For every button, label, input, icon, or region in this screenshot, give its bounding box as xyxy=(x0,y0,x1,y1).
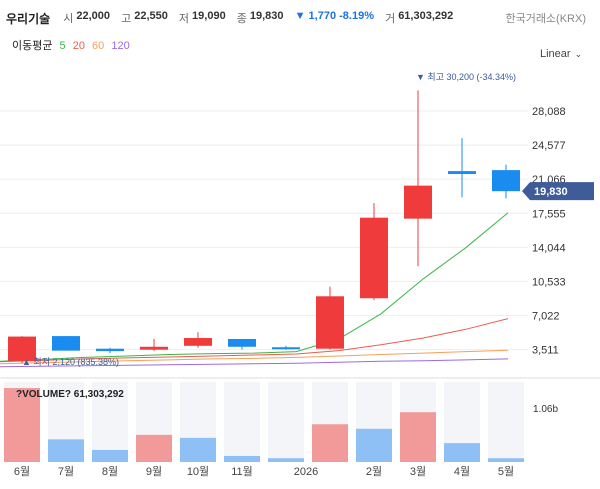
chevron-down-icon: ⌄ xyxy=(574,49,583,59)
candle-body xyxy=(360,217,388,299)
volume-bar xyxy=(48,439,84,462)
ma-line-120 xyxy=(0,358,509,368)
high-value: 22,550 xyxy=(134,10,168,22)
y-tick-label: 10,533 xyxy=(532,276,566,288)
x-tick-label: 3월 xyxy=(410,465,426,478)
open-value: 22,000 xyxy=(76,10,111,22)
x-tick-label: 8월 xyxy=(102,465,118,478)
volume-bar xyxy=(312,424,348,462)
ma-line-5 xyxy=(0,212,509,362)
volume-bg-column xyxy=(92,382,128,462)
y-tick-label: 14,044 xyxy=(532,242,566,254)
candle-body xyxy=(96,348,124,352)
ma-legend-20[interactable]: 20 xyxy=(72,40,85,52)
ma-line-20 xyxy=(0,318,509,363)
change-value: ▼ 1,770 -8.19% xyxy=(294,10,374,22)
y-tick-label: 17,555 xyxy=(532,208,566,220)
y-tick-label: 24,577 xyxy=(532,140,566,152)
low-value: 19,090 xyxy=(192,10,226,22)
volume-bar xyxy=(444,443,480,462)
current-price-label: 19,830 xyxy=(534,186,568,198)
low-annotation: ▲ 최저 2,120 (835.38%) xyxy=(22,357,119,367)
scale-selector[interactable]: Linear ⌄ xyxy=(540,48,582,60)
ma-legend-120[interactable]: 120 xyxy=(111,40,130,52)
close-value: 19,830 xyxy=(249,10,284,22)
volume-bar xyxy=(268,458,304,462)
candle-body xyxy=(8,336,36,361)
high-label: 고 xyxy=(121,13,132,25)
volume-bg-column xyxy=(224,382,260,462)
exchange-label: 한국거래소(KRX) xyxy=(505,13,586,25)
candle-body xyxy=(228,339,256,347)
x-tick-label: 11월 xyxy=(231,465,253,478)
y-tick-label: 3,511 xyxy=(532,345,559,357)
candle-body xyxy=(404,185,432,219)
volume-value: 61,303,292 xyxy=(398,10,454,22)
ma-line-60 xyxy=(0,349,509,365)
volume-tick-label: 1.06b xyxy=(533,404,558,415)
volume-bg-column xyxy=(488,382,524,462)
volume-bar xyxy=(4,388,40,462)
candle-body xyxy=(448,171,476,174)
x-tick-label: 4월 xyxy=(454,465,470,478)
candle-body xyxy=(316,296,344,349)
volume-label: 거 xyxy=(385,13,396,25)
volume-label: ?VOLUME? 61,303,292 xyxy=(16,389,124,400)
stock-name: 우리기술 xyxy=(6,12,51,26)
volume-bar xyxy=(92,449,128,462)
x-tick-label: 7월 xyxy=(58,465,74,478)
x-tick-label: 9월 xyxy=(146,465,162,478)
y-tick-label: 28,088 xyxy=(532,106,566,118)
ma-legend-title: 이동평균 xyxy=(12,40,53,52)
volume-bar xyxy=(180,437,216,462)
candle-body xyxy=(140,346,168,350)
ma-legend: 이동평균 5 20 60 120 xyxy=(12,37,134,53)
candle-body xyxy=(52,336,80,351)
current-price-tag xyxy=(522,182,594,201)
close-label: 종 xyxy=(236,13,247,25)
x-tick-label: 10월 xyxy=(187,465,209,478)
candle-body xyxy=(492,170,520,192)
open-label: 시 xyxy=(63,13,74,25)
x-tick-label: 2026 xyxy=(294,466,318,478)
low-label: 저 xyxy=(178,13,190,25)
candle-body xyxy=(272,347,300,350)
x-tick-label: 6월 xyxy=(14,465,30,478)
volume-bar xyxy=(356,428,392,462)
y-tick-label: 7,022 xyxy=(532,310,560,322)
ma-legend-5[interactable]: 5 xyxy=(59,40,66,52)
volume-bg-column xyxy=(268,382,304,462)
scale-label: Linear xyxy=(540,48,571,60)
volume-bar xyxy=(224,455,260,462)
x-tick-label: 5월 xyxy=(498,465,514,478)
volume-bar xyxy=(136,434,172,462)
ma-legend-60[interactable]: 60 xyxy=(92,40,105,52)
high-annotation: ▼ 최고 30,200 (-34.34%) xyxy=(416,72,516,82)
volume-bar xyxy=(400,412,436,462)
volume-bar xyxy=(488,458,524,462)
x-tick-label: 2월 xyxy=(366,465,382,478)
price-header: 우리기술 시 22,000 고 22,550 저 19,090 종 19,830 ▼ 1… xyxy=(6,10,594,28)
candle-body xyxy=(184,338,212,346)
